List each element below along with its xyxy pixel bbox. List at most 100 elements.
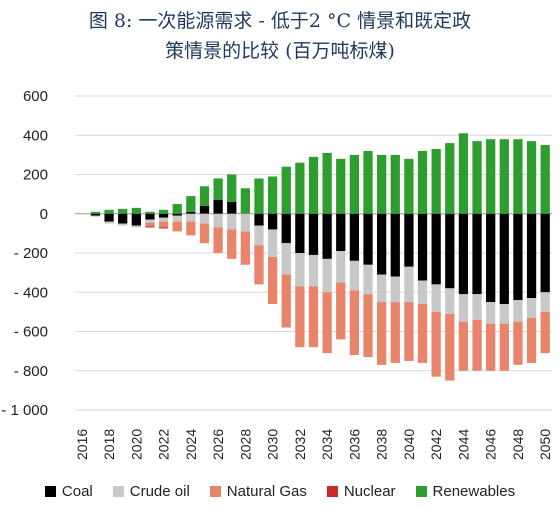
bar-renewables xyxy=(363,150,373,214)
bar-coal xyxy=(499,213,509,305)
x-tick-label: 2038 xyxy=(374,429,390,460)
bar-renewables xyxy=(472,141,482,214)
x-tick-label: 2018 xyxy=(101,429,117,460)
legend-item: Renewables xyxy=(415,483,515,500)
bar-crude-oil xyxy=(431,284,441,312)
legend-label: Natural Gas xyxy=(226,483,307,500)
bar-renewables xyxy=(199,186,210,206)
x-tick-label: 2030 xyxy=(265,429,281,460)
bar-crude-oil xyxy=(131,225,141,228)
bar-renewables xyxy=(404,158,414,214)
bar-coal xyxy=(199,205,210,214)
bar-natural-gas xyxy=(499,323,509,371)
bar-natural-gas xyxy=(445,313,455,381)
chart-title: 图 8: 一次能源需求 - 低于2 °C 情景和既定政 策情景的比较 (百万吨标… xyxy=(0,6,560,66)
bar-renewables xyxy=(431,148,441,214)
legend-swatch xyxy=(415,486,427,497)
bar-natural-gas xyxy=(281,274,291,328)
x-tick-label: 2024 xyxy=(183,429,199,460)
bar-renewables xyxy=(526,141,537,214)
y-tick-label: - 800 xyxy=(14,363,48,380)
bar-coal xyxy=(227,201,237,214)
bar-crude-oil xyxy=(118,223,128,226)
bar-natural-gas xyxy=(158,221,169,228)
bar-renewables xyxy=(349,154,360,214)
bar-crude-oil xyxy=(254,225,264,246)
bar-natural-gas xyxy=(199,223,210,244)
bar-renewables xyxy=(513,139,523,214)
y-tick-label: 400 xyxy=(23,127,48,144)
bar-crude-oil xyxy=(404,266,414,303)
bar-renewables xyxy=(417,150,428,214)
bar-renewables xyxy=(131,207,141,214)
bar-natural-gas xyxy=(417,304,428,363)
x-tick-label: 2050 xyxy=(537,429,553,460)
bar-coal xyxy=(377,213,387,275)
legend-item: Coal xyxy=(44,483,93,500)
bar-natural-gas xyxy=(377,302,387,365)
bar-renewables xyxy=(240,188,250,214)
bar-crude-oil xyxy=(513,300,523,322)
y-tick-label: - 1 000 xyxy=(1,402,48,419)
bar-renewables xyxy=(267,176,278,214)
bar-natural-gas xyxy=(240,231,250,265)
x-tick-label: 2044 xyxy=(455,429,471,460)
bar-crude-oil xyxy=(377,274,387,303)
bar-natural-gas xyxy=(254,245,264,285)
bar-crude-oil xyxy=(281,243,291,275)
x-tick-label: 2046 xyxy=(483,429,499,460)
bar-renewables xyxy=(499,139,509,214)
bar-crude-oil xyxy=(295,253,305,287)
bar-natural-gas xyxy=(540,311,550,354)
bar-crude-oil xyxy=(227,213,237,230)
bar-coal xyxy=(445,213,455,289)
bar-coal xyxy=(172,213,182,216)
bar-coal xyxy=(349,213,360,261)
bar-coal xyxy=(254,213,264,226)
bar-coal xyxy=(404,213,414,267)
y-tick-label: - 600 xyxy=(14,324,48,341)
bar-coal xyxy=(295,213,305,253)
legend-swatch xyxy=(44,486,56,497)
bar-natural-gas xyxy=(213,227,223,253)
bar-renewables xyxy=(254,178,264,214)
bar-crude-oil xyxy=(445,288,455,314)
bar-coal xyxy=(213,200,223,214)
bar-crude-oil xyxy=(458,294,469,322)
legend-swatch xyxy=(112,486,124,497)
bar-coal xyxy=(540,213,550,293)
bar-coal xyxy=(118,213,128,224)
bar-crude-oil xyxy=(172,215,182,222)
bar-natural-gas xyxy=(458,321,469,371)
bar-renewables xyxy=(118,208,128,214)
x-axis-ticks: 2016 2018 2020 2022 2024 2026 2028 2030 2032 2034… xyxy=(74,429,553,460)
bar-renewables xyxy=(336,158,346,214)
bar-natural-gas xyxy=(322,292,332,354)
bar-renewables xyxy=(486,139,496,214)
bar-crude-oil xyxy=(499,304,509,324)
chart-plot: 600 400 200 0 - 200 - 400 - 600 - 800 - 1 000 20… xyxy=(1,88,553,460)
bar-crude-oil xyxy=(363,264,373,295)
y-tick-label: 0 xyxy=(40,206,48,223)
x-tick-label: 2042 xyxy=(428,429,444,460)
bar-crude-oil xyxy=(145,219,155,223)
bar-renewables xyxy=(322,152,332,214)
bar-natural-gas xyxy=(526,317,537,363)
bar-natural-gas xyxy=(349,290,360,356)
bar-crude-oil xyxy=(240,213,250,232)
y-tick-label: 200 xyxy=(23,167,48,184)
legend-label: Nuclear xyxy=(343,483,396,500)
bar-crude-oil xyxy=(472,294,482,320)
legend-item: Natural Gas xyxy=(209,483,307,500)
bar-natural-gas xyxy=(308,286,319,348)
bar-natural-gas xyxy=(172,221,182,232)
bar-renewables xyxy=(295,162,305,214)
bar-renewables xyxy=(308,156,319,214)
bar-natural-gas xyxy=(267,256,278,305)
legend-item: Nuclear xyxy=(326,483,396,500)
bar-crude-oil xyxy=(90,215,101,217)
bar-crude-oil xyxy=(417,280,428,305)
bar-natural-gas xyxy=(227,229,237,259)
bar-crude-oil xyxy=(199,213,210,224)
bar-renewables xyxy=(172,203,182,214)
